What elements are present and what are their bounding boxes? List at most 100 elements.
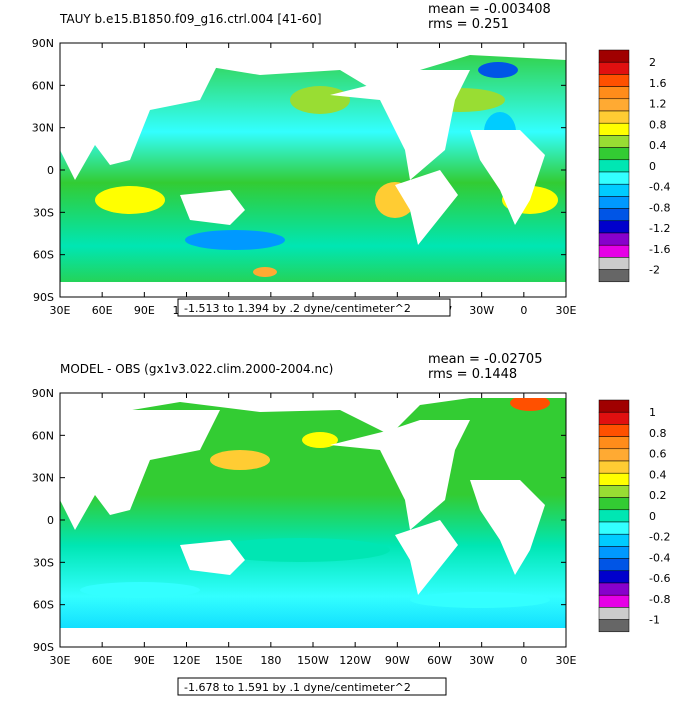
x-tick-label: 60W	[427, 654, 452, 667]
land-north-america	[330, 420, 470, 530]
colorbar-bin	[598, 183, 630, 197]
x-tick-label: 0	[520, 654, 527, 667]
y-tick-label: 60N	[32, 79, 54, 92]
land-eurasia	[60, 60, 220, 180]
y-tick-label: 30N	[32, 122, 54, 135]
colorbar-bin	[598, 472, 630, 486]
y-tick-label: 90N	[32, 37, 54, 50]
x-tick-label: 30E	[50, 304, 71, 317]
colorbar-label: 1.6	[649, 77, 667, 90]
colorbar-bin	[598, 594, 630, 608]
x-tick-label: 90E	[134, 304, 155, 317]
colorbar-label: -1.2	[649, 222, 670, 235]
land-australia	[180, 190, 245, 225]
x-tick-label: 60E	[92, 654, 113, 667]
colorbar-bin	[598, 533, 630, 547]
land-australia	[180, 540, 245, 575]
panel-model-obs: MODEL - OBS (gx1v3.022.clim.2000-2004.nc…	[0, 350, 700, 700]
colorbar-label: -0.8	[649, 201, 670, 214]
colorbar-label: 1	[649, 406, 656, 419]
y-tick-label: 60S	[33, 599, 54, 612]
colorbar-bin	[598, 485, 630, 498]
colorbar-label: -0.4	[649, 551, 670, 564]
colorbar-bin	[598, 424, 630, 437]
mean-label: mean = -0.003408	[428, 2, 551, 17]
field-blob	[95, 186, 165, 214]
tauy-chart: TAUY b.e15.B1850.f09_g16.ctrl.004 [41-60…	[32, 2, 671, 317]
colorbar-label: -0.8	[649, 593, 670, 606]
colorbar-label: 1.2	[649, 98, 667, 111]
colorbar-bin	[598, 208, 630, 222]
colorbar-bin	[598, 619, 630, 633]
x-tick-label: 30W	[469, 304, 494, 317]
x-tick-label: 180	[260, 654, 281, 667]
colorbar-label: 0	[649, 510, 656, 523]
colorbar-label: 0.4	[649, 468, 667, 481]
colorbar-bin	[598, 570, 630, 584]
plot-area	[60, 393, 566, 647]
chart-title: MODEL - OBS (gx1v3.022.clim.2000-2004.nc…	[60, 362, 333, 376]
land-south-america	[395, 520, 458, 595]
panel-tauy: TAUY b.e15.B1850.f09_g16.ctrl.004 [41-60…	[0, 0, 700, 350]
x-tick-label: 60E	[92, 304, 113, 317]
land-africa	[470, 480, 545, 575]
colorbar-label: -0.6	[649, 572, 670, 585]
land-north-america	[330, 70, 470, 180]
land-eurasia	[60, 410, 220, 530]
y-tick-label: 0	[47, 164, 54, 177]
field-blob	[510, 395, 550, 411]
colorbar-bin	[598, 135, 630, 148]
x-tick-label: 30W	[469, 654, 494, 667]
y-tick-label: 30S	[33, 206, 54, 219]
colorbar-bin	[598, 269, 630, 283]
rms-label: rms = 0.1448	[428, 367, 517, 382]
y-tick-label: 60S	[33, 249, 54, 262]
colorbar-label: -0.4	[649, 181, 670, 194]
colorbar-bin	[598, 558, 630, 572]
x-tick-label: 150E	[215, 654, 243, 667]
mean-label: mean = -0.02705	[428, 352, 542, 367]
x-tick-label: 0	[520, 304, 527, 317]
colorbar-bin	[598, 74, 630, 87]
x-tick-label: 120E	[173, 654, 201, 667]
field-blob	[478, 62, 518, 78]
colorbar-bin	[598, 122, 630, 136]
range-box	[177, 677, 447, 696]
colorbar-label: 0.4	[649, 139, 667, 152]
colorbar: 2 1.6 1.2 0.8 0.4 0 -0.4 -0.8 -1.2 -1.6 -2	[598, 49, 670, 283]
colorbar-bin	[598, 257, 630, 270]
colorbar-label: 0.6	[649, 448, 667, 461]
field-blob	[80, 582, 200, 598]
field-blob	[410, 592, 550, 608]
colorbar-label: 0.8	[649, 427, 667, 440]
colorbar-bins	[598, 49, 630, 283]
field-blob	[302, 432, 338, 448]
colorbar-bin	[598, 232, 630, 246]
colorbar-bin	[598, 411, 630, 425]
colorbar-bin	[598, 607, 630, 620]
field-blob	[290, 86, 350, 114]
colorbar-bin	[598, 110, 630, 124]
colorbar-bin	[598, 460, 630, 474]
colorbar-bin	[598, 509, 630, 523]
field-blob	[210, 450, 270, 470]
range-box	[177, 298, 451, 317]
colorbar-bin	[598, 521, 630, 535]
y-tick-label: 60N	[32, 429, 54, 442]
colorbar-label: -2	[649, 264, 660, 277]
y-tick-label: 0	[47, 514, 54, 527]
model-obs-chart: MODEL - OBS (gx1v3.022.clim.2000-2004.nc…	[32, 352, 670, 696]
land-south-america	[395, 170, 458, 245]
colorbar-bin	[598, 220, 630, 234]
colorbar-bin	[598, 497, 630, 511]
rms-label: rms = 0.251	[428, 17, 509, 32]
x-tick-label: 30E	[50, 654, 71, 667]
colorbar-bin	[598, 159, 630, 173]
colorbar-bin	[598, 171, 630, 185]
colorbar-label: 0.2	[649, 489, 667, 502]
x-tick-label: 120W	[339, 654, 371, 667]
plot-area	[60, 43, 566, 297]
land-north	[60, 43, 566, 100]
x-tick-label: 90E	[134, 654, 155, 667]
x-tick-label: 30E	[556, 304, 577, 317]
